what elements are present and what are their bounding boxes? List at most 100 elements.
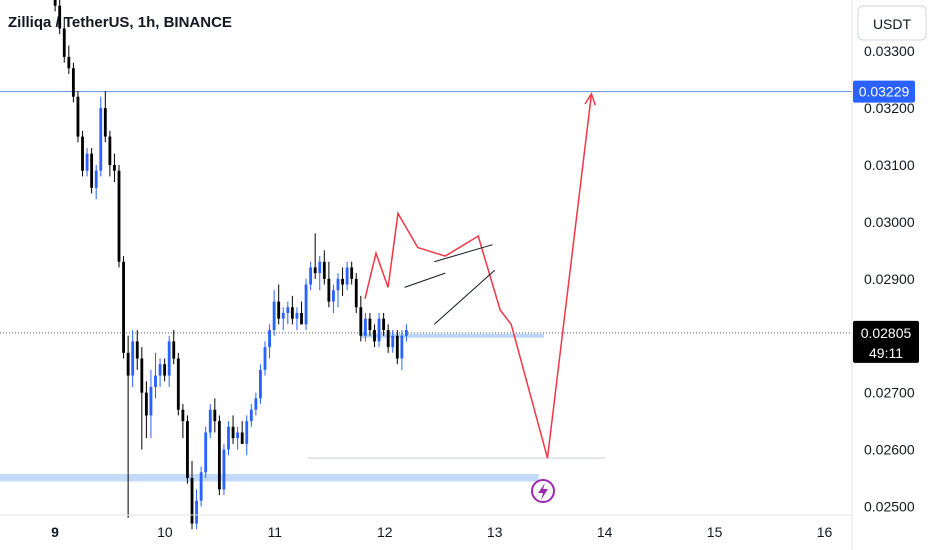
current-price-tag-label: 0.02805 bbox=[861, 325, 912, 341]
candle-body bbox=[126, 352, 130, 376]
candle-body bbox=[94, 170, 98, 188]
candle-body bbox=[176, 358, 180, 410]
candle-body bbox=[62, 28, 66, 57]
candles-layer bbox=[53, 0, 408, 530]
candle-body bbox=[290, 307, 294, 319]
candle-body bbox=[268, 330, 271, 348]
candle-body bbox=[99, 108, 103, 171]
candle-body bbox=[113, 165, 116, 171]
candle-body bbox=[373, 330, 376, 342]
wedge-line bbox=[404, 272, 446, 288]
candle-body bbox=[249, 409, 253, 422]
candle-body bbox=[259, 369, 262, 399]
candle-body bbox=[204, 432, 208, 473]
target-price-tag-label: 0.03229 bbox=[859, 84, 910, 100]
candle-body bbox=[391, 335, 395, 348]
candle-body bbox=[140, 358, 144, 393]
price-tick-label: 0.02700 bbox=[864, 385, 915, 401]
candle-body bbox=[58, 5, 62, 29]
candle-body bbox=[277, 301, 281, 319]
candle-body bbox=[108, 136, 112, 166]
candle-body bbox=[304, 284, 308, 325]
wedge-line bbox=[434, 244, 493, 263]
candle-body bbox=[395, 335, 399, 359]
time-tick-label: 15 bbox=[707, 524, 723, 540]
alert-bolt-icon[interactable] bbox=[531, 479, 555, 503]
time-tick-label: 13 bbox=[487, 524, 503, 540]
time-axis[interactable]: 9 10 11 12 13 14 15 16 bbox=[51, 524, 832, 540]
currency-button-frame[interactable] bbox=[857, 5, 927, 41]
candle-body bbox=[213, 409, 217, 422]
candle-body bbox=[368, 318, 372, 331]
candle-body bbox=[181, 409, 185, 422]
candle-body bbox=[254, 398, 258, 410]
candle-body bbox=[354, 278, 358, 308]
candle-body bbox=[190, 478, 194, 524]
candle-body bbox=[345, 267, 349, 285]
chart-title: Zilliqa / TetherUS, 1h, BINANCE bbox=[8, 14, 232, 31]
candle-body bbox=[117, 170, 121, 262]
candle-body bbox=[85, 153, 89, 171]
candle-body bbox=[144, 392, 148, 416]
demand-zone bbox=[0, 474, 539, 482]
candle-body bbox=[81, 136, 84, 171]
candle-body bbox=[245, 421, 249, 444]
candle-body bbox=[318, 261, 322, 274]
price-tick-label: 0.03200 bbox=[864, 100, 915, 116]
target-price-tag bbox=[853, 80, 915, 103]
projection-path bbox=[364, 93, 593, 459]
time-tick-label: 9 bbox=[51, 524, 59, 540]
candle-body bbox=[400, 335, 404, 359]
price-tick-label: 0.02900 bbox=[864, 271, 915, 287]
candle-body bbox=[272, 301, 276, 331]
candle-body bbox=[240, 432, 244, 444]
candle-body bbox=[359, 307, 363, 336]
countdown-label: 49:11 bbox=[869, 345, 903, 361]
candle-body bbox=[163, 364, 167, 376]
candle-body bbox=[382, 318, 386, 331]
candle-body bbox=[122, 261, 125, 353]
candle-body bbox=[154, 375, 157, 387]
candle-body bbox=[172, 341, 176, 359]
candle-body bbox=[322, 261, 326, 279]
candle-body bbox=[131, 341, 135, 376]
current-price-tag bbox=[853, 320, 919, 363]
price-tick-label: 0.02500 bbox=[864, 498, 915, 514]
candle-body bbox=[313, 267, 317, 274]
time-tick-label: 10 bbox=[157, 524, 173, 540]
currency-button[interactable]: USDT bbox=[873, 16, 912, 32]
price-tick-label: 0.03100 bbox=[864, 157, 915, 173]
candle-body bbox=[167, 341, 171, 376]
candle-body bbox=[377, 318, 381, 342]
candle-body bbox=[149, 386, 153, 416]
wedge-line bbox=[433, 269, 496, 325]
candle-body bbox=[67, 56, 71, 69]
price-axis[interactable]: 0.025000.026000.027000.028000.029000.030… bbox=[864, 43, 915, 514]
price-tick-label: 0.03300 bbox=[864, 43, 915, 59]
price-tags: 0.03229 0.02805 49:11 bbox=[853, 80, 919, 363]
candle-body bbox=[222, 449, 226, 490]
candle-body bbox=[281, 312, 285, 319]
time-tick-label: 11 bbox=[268, 524, 283, 540]
time-tick-label: 12 bbox=[377, 524, 393, 540]
candle-body bbox=[263, 347, 267, 370]
candle-body bbox=[217, 421, 221, 490]
candle-body bbox=[341, 278, 344, 285]
candle-body bbox=[71, 68, 75, 97]
candle-body bbox=[405, 330, 408, 336]
candle-body bbox=[158, 364, 162, 376]
candle-body bbox=[300, 312, 303, 325]
candle-body bbox=[309, 267, 313, 285]
candle-body bbox=[90, 153, 94, 188]
candle-body bbox=[236, 432, 240, 439]
candle-body bbox=[135, 341, 139, 359]
candle-body bbox=[227, 426, 230, 450]
price-tick-label: 0.03000 bbox=[864, 214, 915, 230]
candle-body bbox=[186, 421, 189, 479]
candle-body bbox=[332, 290, 335, 302]
candle-body bbox=[103, 108, 107, 137]
candle-body bbox=[327, 278, 331, 302]
candle-body bbox=[195, 500, 198, 524]
